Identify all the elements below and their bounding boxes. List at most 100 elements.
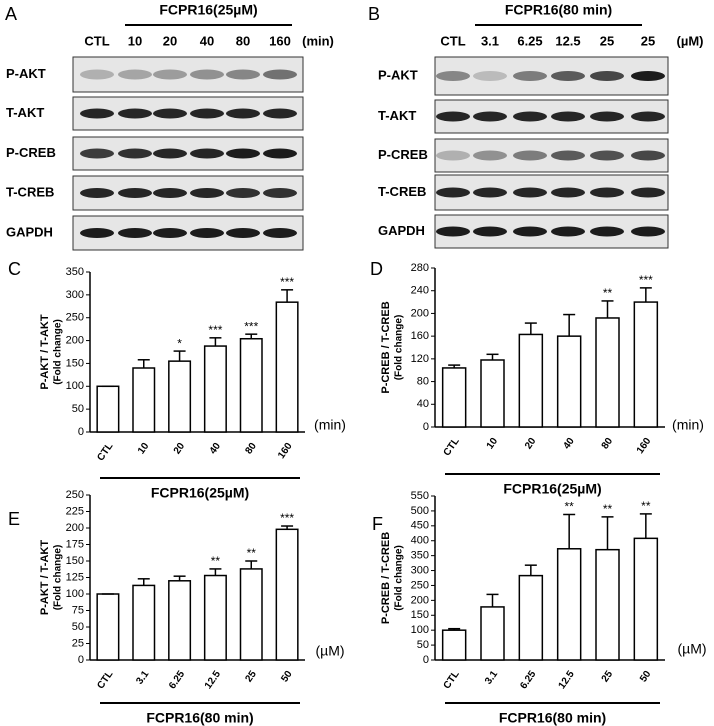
lane-label: 25 [600,33,614,48]
x-unit: (min) [672,417,704,433]
x-tick-label: 10 [136,441,152,457]
blot-band [590,226,624,237]
blot-band [190,69,224,80]
blot-band [226,228,260,238]
y-tick-label: 200 [66,334,84,346]
blot-band [436,226,470,237]
bar [595,317,620,428]
x-axis-title: FCPR16(80 min) [499,710,606,726]
blot-row-label: P-CREB [378,147,428,162]
x-tick-label: 50 [638,669,654,685]
y-axis-title: (Fold change) [394,315,405,381]
x-tick-label: 12.5 [557,669,577,692]
y-axis-title: P-AKT / T-AKT [39,540,51,615]
y-tick-label: 450 [411,520,429,532]
y-tick-label: 240 [411,285,429,297]
blot-band [118,148,152,159]
blot-band [436,150,470,161]
blot-band [263,69,297,80]
x-axis-title: FCPR16(80 min) [146,710,253,726]
blot-row-label: GAPDH [6,224,53,239]
lane-label: 6.25 [517,33,542,48]
blot-band [436,111,470,122]
y-tick-label: 150 [411,609,429,621]
y-tick-label: 200 [66,522,84,534]
blot-band [153,69,187,80]
x-tick-label: 80 [243,441,259,457]
y-tick-label: 100 [66,588,84,600]
bar [518,333,544,428]
blot-band [513,111,547,122]
y-tick-label: 350 [411,550,429,562]
blot-band [153,148,187,159]
blot-band [80,69,114,80]
blot-band [551,150,585,161]
bar [96,593,120,661]
blot-band [513,150,547,161]
x-tick-label: 160 [635,436,654,456]
blot-row-label: T-AKT [6,105,44,120]
x-tick-label: 6.25 [167,669,187,692]
blot-band [631,226,665,237]
x-tick-label: 25 [243,669,259,685]
y-tick-label: 150 [66,357,84,369]
blot-band [473,187,507,198]
bar [480,606,505,661]
y-tick-label: 200 [411,307,429,319]
blot-band [513,187,547,198]
x-tick-label: 20 [523,436,539,452]
blot-band [263,188,297,198]
y-tick-label: 50 [72,403,84,415]
y-tick-label: 40 [417,398,429,410]
x-tick-label: 3.1 [483,669,500,687]
lane-label: 160 [269,33,291,48]
bar [168,580,192,661]
x-tick-label: 10 [485,436,501,452]
y-axis-title: P-CREB / T-CREB [380,532,392,624]
significance-label: ** [247,546,257,560]
blot-row-label: P-AKT [6,66,46,81]
bar [239,337,263,433]
y-tick-label: 75 [72,604,84,616]
blot-row-label: T-CREB [378,184,426,199]
significance-label: ** [603,502,613,516]
blot-band [226,188,260,198]
x-tick-label: CTL [442,436,462,458]
blot-row-label: P-AKT [378,67,418,82]
bar [633,537,659,661]
lane-label: CTL [84,33,109,48]
blot-band [226,148,260,159]
blot-band [153,228,187,238]
blot-band [80,228,114,238]
blot-band [226,69,260,80]
y-tick-label: 125 [66,571,84,583]
lane-label: 10 [128,33,142,48]
blot-band [80,108,114,119]
y-tick-label: 300 [411,564,429,576]
x-tick-label: 20 [172,441,188,457]
lane-label: 80 [236,33,250,48]
lane-label: 40 [200,33,214,48]
significance-label: * [177,336,182,350]
bar [96,385,120,433]
blot-band [118,188,152,198]
bar [595,548,620,661]
y-axis-title: (Fold change) [394,545,405,611]
lane-label: 20 [163,33,177,48]
blot-band [631,71,665,81]
y-tick-label: 0 [423,421,429,433]
blot-band [263,148,297,159]
significance-label: ** [211,554,221,568]
y-tick-label: 225 [66,505,84,517]
significance-label: *** [208,323,222,337]
blot-band [631,111,665,122]
blot-band [436,187,470,198]
x-tick-label: 12.5 [203,669,223,692]
blot-band [590,187,624,198]
significance-label: ** [603,286,613,300]
y-tick-label: 175 [66,538,84,550]
blot-row-label: P-CREB [6,145,56,160]
y-tick-label: 50 [417,639,429,651]
y-tick-label: 100 [411,624,429,636]
